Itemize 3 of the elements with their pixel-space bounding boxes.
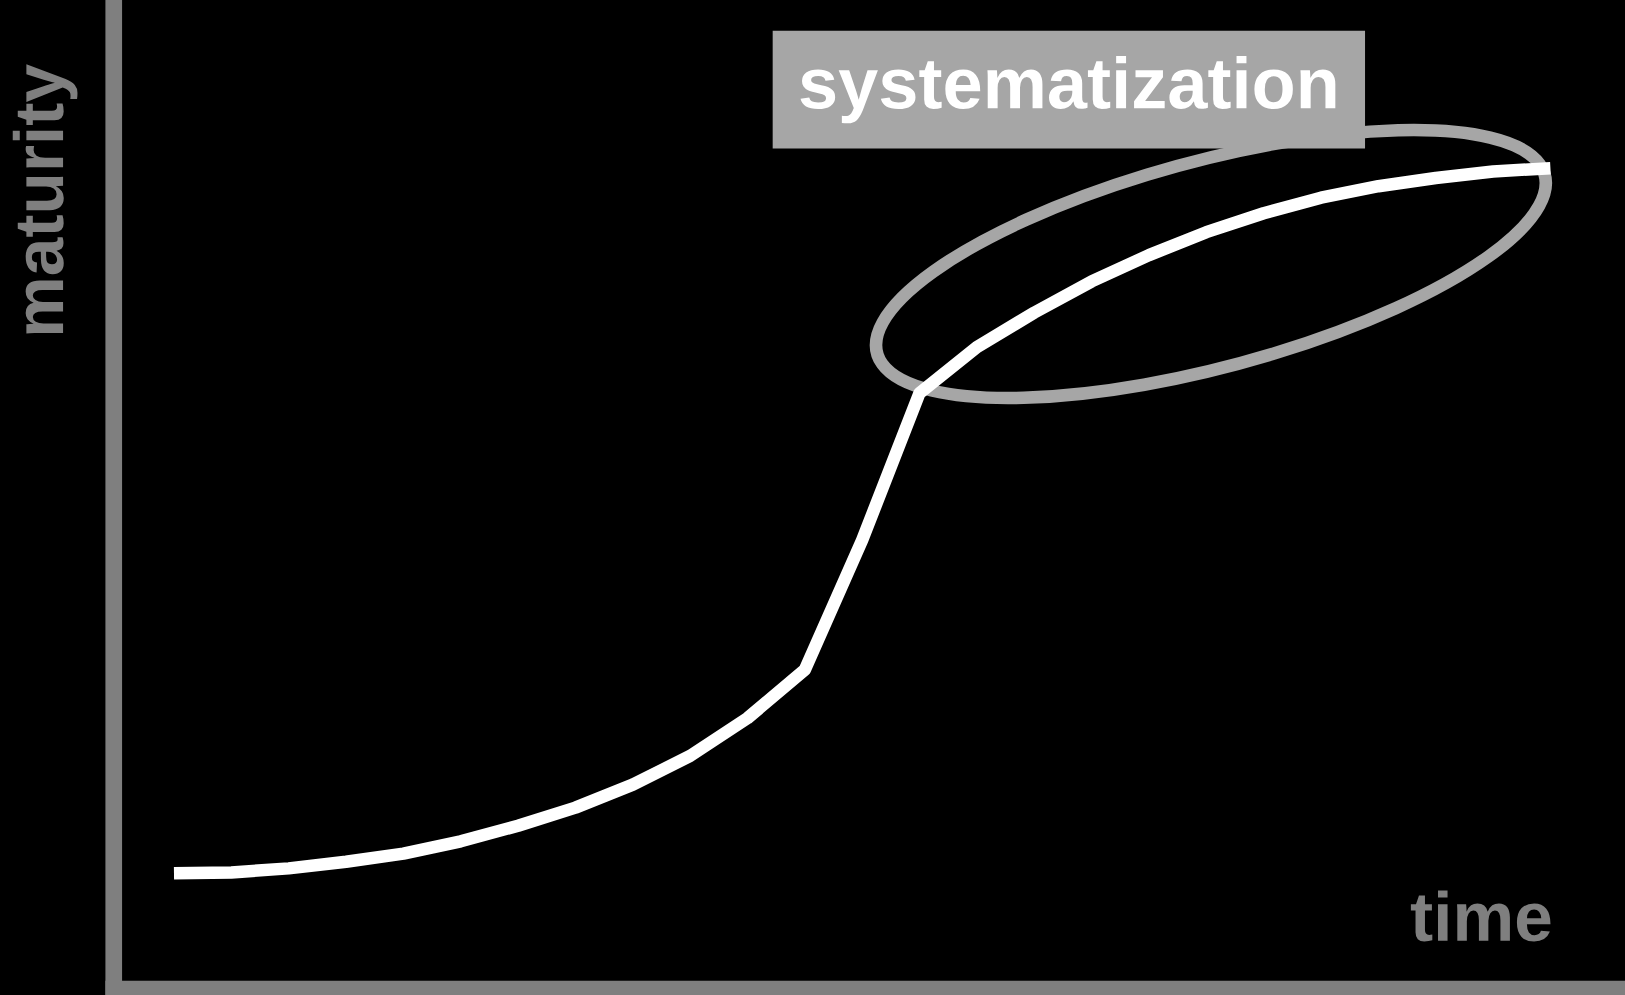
- x-axis-title: time: [1410, 890, 1551, 942]
- text: systematization: [800, 56, 1336, 124]
- y-axis-title: maturity: [12, 64, 78, 334]
